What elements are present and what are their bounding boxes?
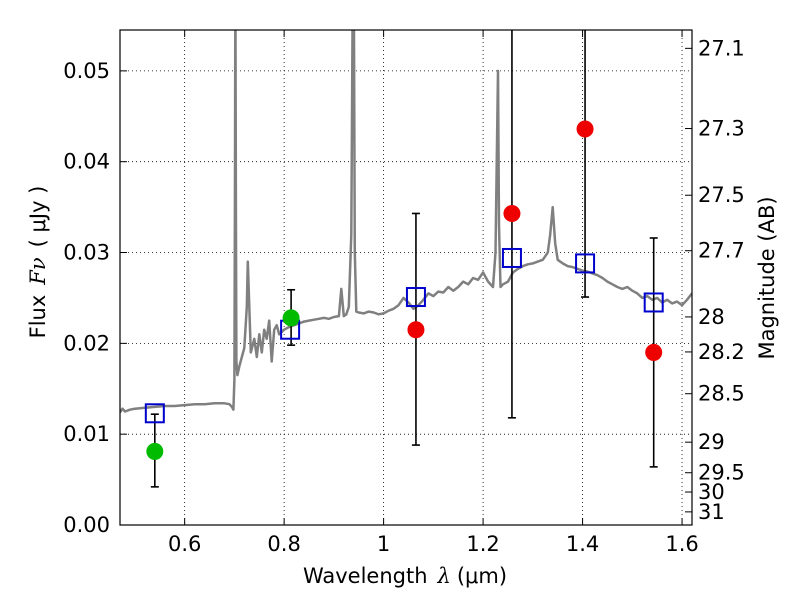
- model-square-marker: [405, 287, 426, 308]
- mag-tick-label: 28.2: [698, 340, 745, 364]
- error-bars: [150, 30, 658, 488]
- mag-tick-label: 27.7: [698, 239, 745, 263]
- mag-tick-label: 31: [698, 500, 725, 524]
- y-tick-label: 0.03: [63, 241, 110, 265]
- y-tick-label: 0.02: [63, 331, 110, 355]
- mag-tick-label: 27.1: [698, 36, 745, 60]
- model-square-marker: [144, 403, 165, 424]
- x-tick-label: 0.6: [168, 532, 201, 556]
- x-tick-label: 1.2: [466, 532, 499, 556]
- x-tick-label: 0.8: [267, 532, 300, 556]
- mag-tick-label: 30: [698, 480, 725, 504]
- data-markers: [144, 120, 664, 460]
- model-square-marker: [501, 247, 522, 268]
- observed-point: [576, 120, 594, 138]
- mag-tick-label: 29: [698, 430, 725, 454]
- mag-tick-label: 28.5: [698, 382, 745, 406]
- mag-tick-label: 29.5: [698, 461, 745, 485]
- y-tick-label: 0.00: [63, 513, 110, 537]
- x-tick-label: 1.4: [566, 532, 599, 556]
- observed-point: [282, 309, 300, 327]
- x-axis-label: Wavelength λ (μm): [303, 564, 507, 588]
- observed-point: [645, 343, 663, 361]
- y-axis-label: FluxFν( μJy ): [26, 186, 50, 339]
- y-tick-label: 0.05: [63, 59, 110, 83]
- spectrum-line: [120, 30, 692, 414]
- mag-tick-label: 27.3: [698, 117, 745, 141]
- y-tick-label: 0.01: [63, 422, 110, 446]
- model-square-marker: [575, 253, 596, 274]
- model-square-marker: [643, 292, 664, 313]
- mag-tick-label: 27.5: [698, 183, 745, 207]
- axis-ticks: [120, 30, 692, 526]
- mag-tick-label: 28: [698, 305, 725, 329]
- x-tick-label: 1: [377, 532, 390, 556]
- observed-point: [503, 204, 521, 222]
- y2-axis-label: Magnitude (AB): [755, 196, 779, 359]
- y-tick-label: 0.04: [63, 150, 110, 174]
- x-tick-label: 1.6: [665, 532, 698, 556]
- tick-labels: 0.6 0.8 1 1.2 1.4 1.6 0.00 0.01 0.02 0.03 0.04 0.05…: [63, 36, 745, 556]
- spectrum-layer: [120, 30, 692, 414]
- plot-frame: [119, 29, 693, 526]
- observed-point: [407, 321, 425, 339]
- observed-point: [146, 442, 164, 460]
- grid-lines: [120, 30, 692, 526]
